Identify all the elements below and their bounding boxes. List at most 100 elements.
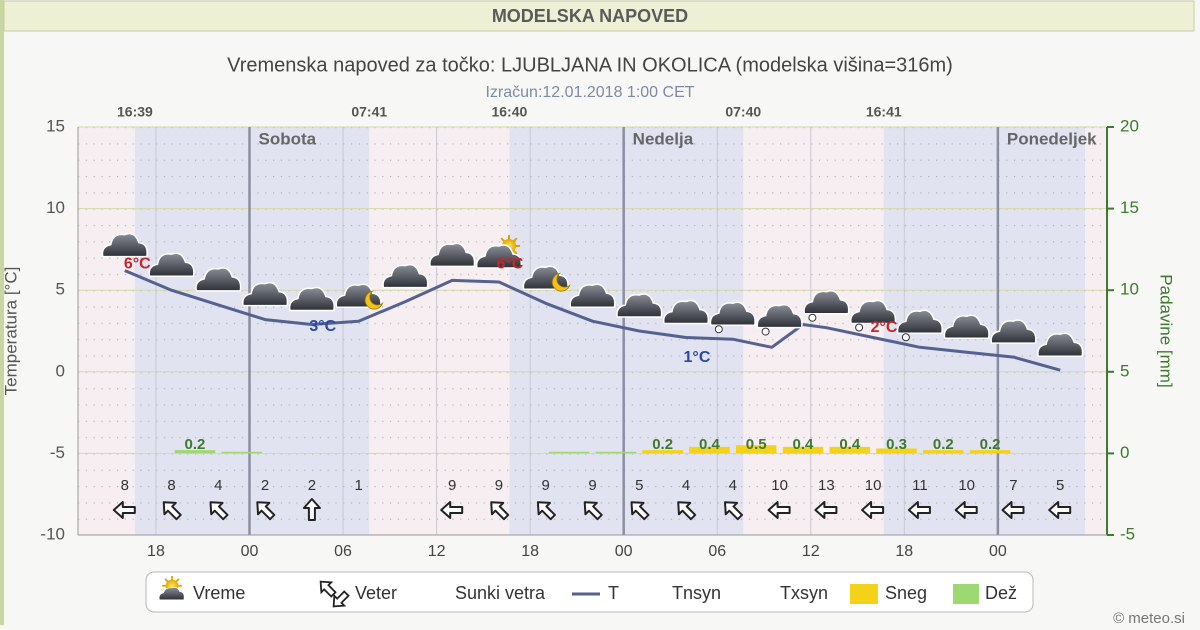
sun-event-label: 16:40 <box>491 104 527 120</box>
wind-speed: 4 <box>214 477 222 494</box>
precip-bar <box>642 450 683 454</box>
wind-speed: 9 <box>588 477 596 494</box>
wind-arrow <box>907 501 931 519</box>
cloud-shape <box>896 309 943 335</box>
y2-axis-label: Padavine [mm] <box>1157 274 1176 387</box>
cloud-shape <box>990 319 1037 344</box>
wind-arrow <box>1001 501 1025 519</box>
wind-speed: 9 <box>495 477 503 494</box>
chart-title: Vremenska napoved za točko: LJUBLJANA IN… <box>227 54 953 76</box>
precip-bar <box>689 446 730 454</box>
wind-speed: 9 <box>542 477 550 494</box>
sun-event-label: 07:41 <box>351 104 387 120</box>
weather-icon <box>756 303 803 336</box>
precip-label: 0.4 <box>699 436 721 453</box>
snowflake <box>808 313 817 322</box>
precip-bar <box>829 446 871 454</box>
precip-bar <box>923 450 964 454</box>
cloud-shape <box>288 286 335 312</box>
x-tick-label: 12 <box>802 543 820 560</box>
sun-event-label: 16:39 <box>117 104 153 120</box>
precip-bar <box>782 446 824 454</box>
precip-bar <box>735 445 777 454</box>
precip-bar <box>221 451 262 454</box>
weather-icon <box>288 286 335 312</box>
temperature-line <box>124 269 1061 372</box>
cloud-shape <box>803 289 850 315</box>
precip-label: 0.4 <box>839 436 861 453</box>
moon <box>364 290 384 310</box>
legend-arrow <box>332 590 350 608</box>
wind-arrow <box>724 501 743 521</box>
snowflake <box>855 323 864 332</box>
legend-label: Tnsyn <box>672 583 721 603</box>
precip-label: 0.2 <box>652 436 673 453</box>
sun-event-label: 07:40 <box>725 104 761 120</box>
footer: © meteo.si <box>1113 610 1185 625</box>
wind-arrow <box>767 501 791 519</box>
weather-icon <box>896 309 943 342</box>
x-tick-label: 00 <box>241 543 259 560</box>
legend-label: Sunki vetra <box>455 583 546 603</box>
weather-icon <box>803 289 850 322</box>
legend-label: Txsyn <box>780 583 828 603</box>
wind-arrow <box>302 498 321 521</box>
y2-tick-label: 0 <box>1120 443 1129 462</box>
wind-speed: 1 <box>354 477 362 494</box>
snowflake <box>714 325 723 334</box>
precip-label: 0.2 <box>185 436 206 453</box>
weather-icon <box>195 267 242 292</box>
cloud-shape <box>709 301 756 326</box>
wind-arrow <box>209 501 229 521</box>
weather-icon <box>616 293 663 318</box>
legend-label: Veter <box>355 583 397 603</box>
wind-speed: 10 <box>771 477 788 494</box>
wind-speed: 10 <box>865 477 882 494</box>
plot: Vremenska napoved za točko: LJUBLJANA IN… <box>1 54 1176 613</box>
y2-tick-label: 15 <box>1120 198 1139 217</box>
temperature-annotation: 2°C <box>871 319 898 336</box>
chart-subtitle: Izračun:12.01.2018 1:00 CET <box>485 84 694 101</box>
x-tick-label: 18 <box>147 543 165 560</box>
precip-label: 0.4 <box>793 436 815 453</box>
wind-arrow <box>583 501 603 521</box>
day-label: Ponedeljek <box>1007 129 1097 148</box>
y2-tick-label: 5 <box>1120 361 1129 380</box>
y-tick-label: 0 <box>56 361 65 380</box>
y2-tick-label: 10 <box>1120 280 1139 299</box>
legend-icon <box>158 576 185 601</box>
y2-tick-label: 20 <box>1120 116 1139 135</box>
snowflake <box>901 333 910 342</box>
wind-speed: 9 <box>448 477 456 494</box>
cloud-shape <box>475 244 523 269</box>
x-tick-label: 00 <box>989 543 1007 560</box>
wind-arrow <box>256 501 276 521</box>
cloud-shape <box>850 299 897 325</box>
temperature-annotation: 6°C <box>496 255 523 272</box>
y2-tick-label: -5 <box>1120 524 1135 543</box>
weather-icon <box>1037 332 1084 357</box>
precip-label: 0.2 <box>980 436 1001 453</box>
temperature-annotation: 6°C <box>124 255 151 272</box>
wind-speed: 10 <box>958 477 975 494</box>
legend-label: Sneg <box>885 583 927 603</box>
snowflake <box>761 327 770 336</box>
x-tick-label: 12 <box>428 543 446 560</box>
cloud-shape <box>662 299 710 325</box>
precip-bar <box>548 451 590 454</box>
wind-speed: 13 <box>818 477 835 494</box>
cloud-shape <box>101 232 148 258</box>
frame-left <box>0 0 4 625</box>
cloud-shape <box>382 263 429 289</box>
header-bar <box>3 0 1195 32</box>
legend-swatch <box>953 584 979 604</box>
weather-icon <box>943 314 990 339</box>
cloud-shape <box>148 252 195 277</box>
y-axis-label: Temperatura [°C] <box>1 267 20 396</box>
wind-speed: 8 <box>167 477 175 494</box>
legend-swatch <box>850 584 878 604</box>
precip-label: 0.3 <box>886 436 907 453</box>
wind-arrow <box>677 501 697 521</box>
weather-icon <box>382 263 429 289</box>
